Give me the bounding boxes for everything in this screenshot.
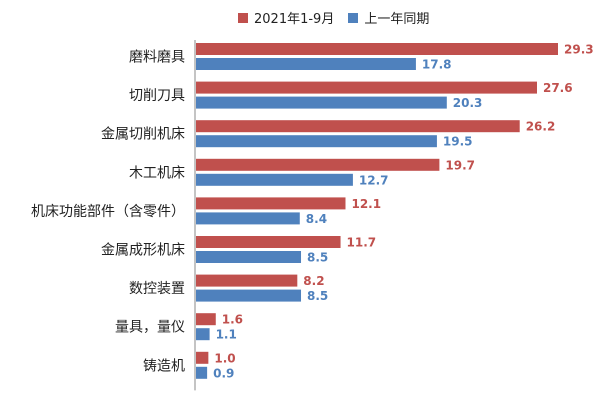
category-label: 金属成形机床 — [101, 243, 185, 259]
category-label: 木工机床 — [129, 165, 185, 181]
data-label-series-1: 27.6 — [543, 81, 573, 95]
category-label: 铸造机 — [143, 358, 185, 374]
bar-series-1 — [196, 236, 341, 248]
data-label-series-2: 12.7 — [359, 173, 389, 187]
legend-label-series-2: 上一年同期 — [364, 12, 430, 27]
category-label: 数控装置 — [129, 281, 185, 297]
data-label-series-2: 17.8 — [422, 58, 452, 72]
bar-series-1 — [196, 351, 209, 364]
legend-label-series-1: 2021年1-9月 — [254, 12, 335, 27]
data-label-series-1: 12.1 — [351, 197, 381, 211]
data-label-series-1: 8.2 — [303, 274, 324, 288]
data-label-series-1: 19.7 — [445, 158, 475, 172]
data-label-series-1: 26.2 — [526, 120, 556, 134]
bar-series-1 — [196, 158, 440, 171]
bar-series-1 — [196, 81, 537, 94]
category-label: 切削刀具 — [129, 88, 185, 104]
category-label: 金属切削机床 — [101, 127, 185, 143]
category-label: 磨料磨具 — [129, 50, 185, 66]
bar-series-2 — [196, 289, 302, 302]
legend-swatch-series-2 — [348, 12, 359, 23]
bar-series-1 — [196, 197, 346, 210]
data-label-series-2: 8.5 — [307, 251, 328, 265]
bar-series-2 — [196, 96, 447, 109]
category-label: 量具，量仪 — [115, 320, 185, 336]
bar-series-1 — [196, 43, 558, 55]
data-label-series-2: 19.5 — [443, 135, 473, 149]
data-label-series-2: 0.9 — [213, 366, 234, 380]
bar-series-1 — [196, 274, 298, 287]
bar-series-2 — [196, 135, 437, 148]
bar-series-1 — [196, 120, 520, 133]
data-label-series-2: 1.1 — [216, 328, 237, 342]
bar-series-2 — [196, 328, 210, 341]
chart-legend: 2021年1-9月 上一年同期 — [238, 8, 443, 27]
legend-swatch-series-1 — [238, 12, 248, 23]
data-label-series-2: 8.5 — [307, 289, 328, 303]
legend-item-series-1: 2021年1-9月 — [238, 8, 334, 27]
data-label-series-2: 20.3 — [453, 96, 483, 110]
category-label: 机床功能部件（含零件） — [31, 204, 185, 220]
bar-series-2 — [196, 58, 416, 70]
bar-series-1 — [196, 313, 216, 326]
data-label-series-1: 1.6 — [222, 313, 243, 327]
bar-series-2 — [196, 366, 208, 379]
data-label-series-2: 8.4 — [306, 212, 327, 226]
bar-series-2 — [196, 212, 300, 225]
bar-series-2 — [196, 173, 353, 186]
data-label-series-1: 29.3 — [564, 43, 594, 57]
data-label-series-1: 1.0 — [214, 351, 235, 365]
data-label-series-1: 11.7 — [347, 236, 377, 250]
bar-series-2 — [196, 251, 302, 263]
legend-item-series-2: 上一年同期 — [348, 8, 429, 27]
